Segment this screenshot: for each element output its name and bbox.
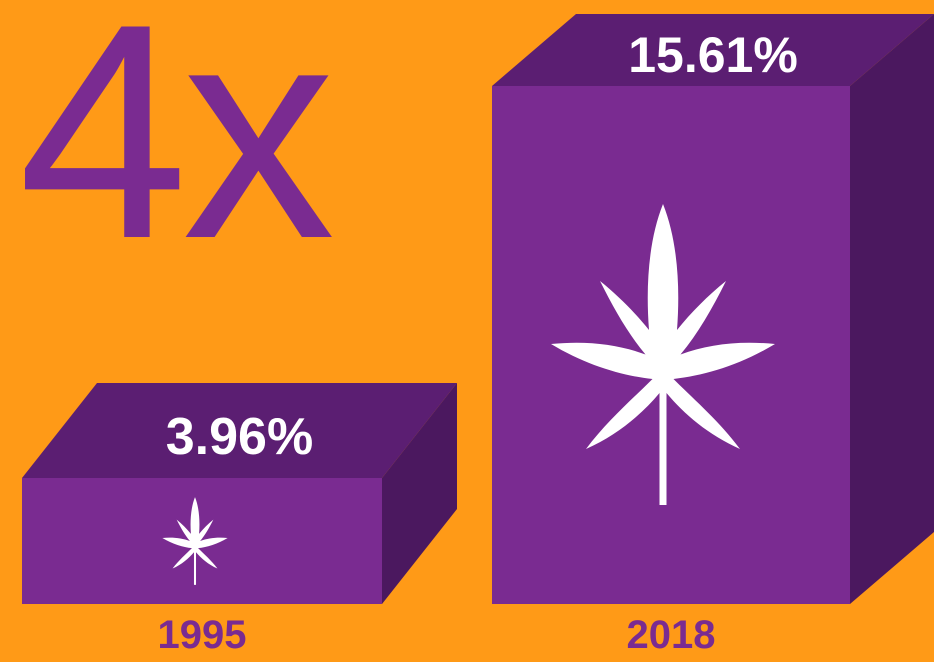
bar-2018: 15.61% 2018 bbox=[492, 14, 934, 657]
category-label-1995: 1995 bbox=[158, 613, 247, 657]
bar-top-1995 bbox=[22, 383, 457, 478]
bar-value-label-1995: 3.96% bbox=[166, 408, 313, 466]
bar-value-label-2018: 15.61% bbox=[628, 27, 798, 83]
bar-top-2018 bbox=[492, 14, 934, 86]
bar-side-1995 bbox=[382, 383, 457, 604]
category-label-2018: 2018 bbox=[627, 613, 716, 657]
bar-1995: 3.96% 1995 bbox=[22, 383, 457, 657]
bar-side-2018 bbox=[850, 14, 934, 604]
